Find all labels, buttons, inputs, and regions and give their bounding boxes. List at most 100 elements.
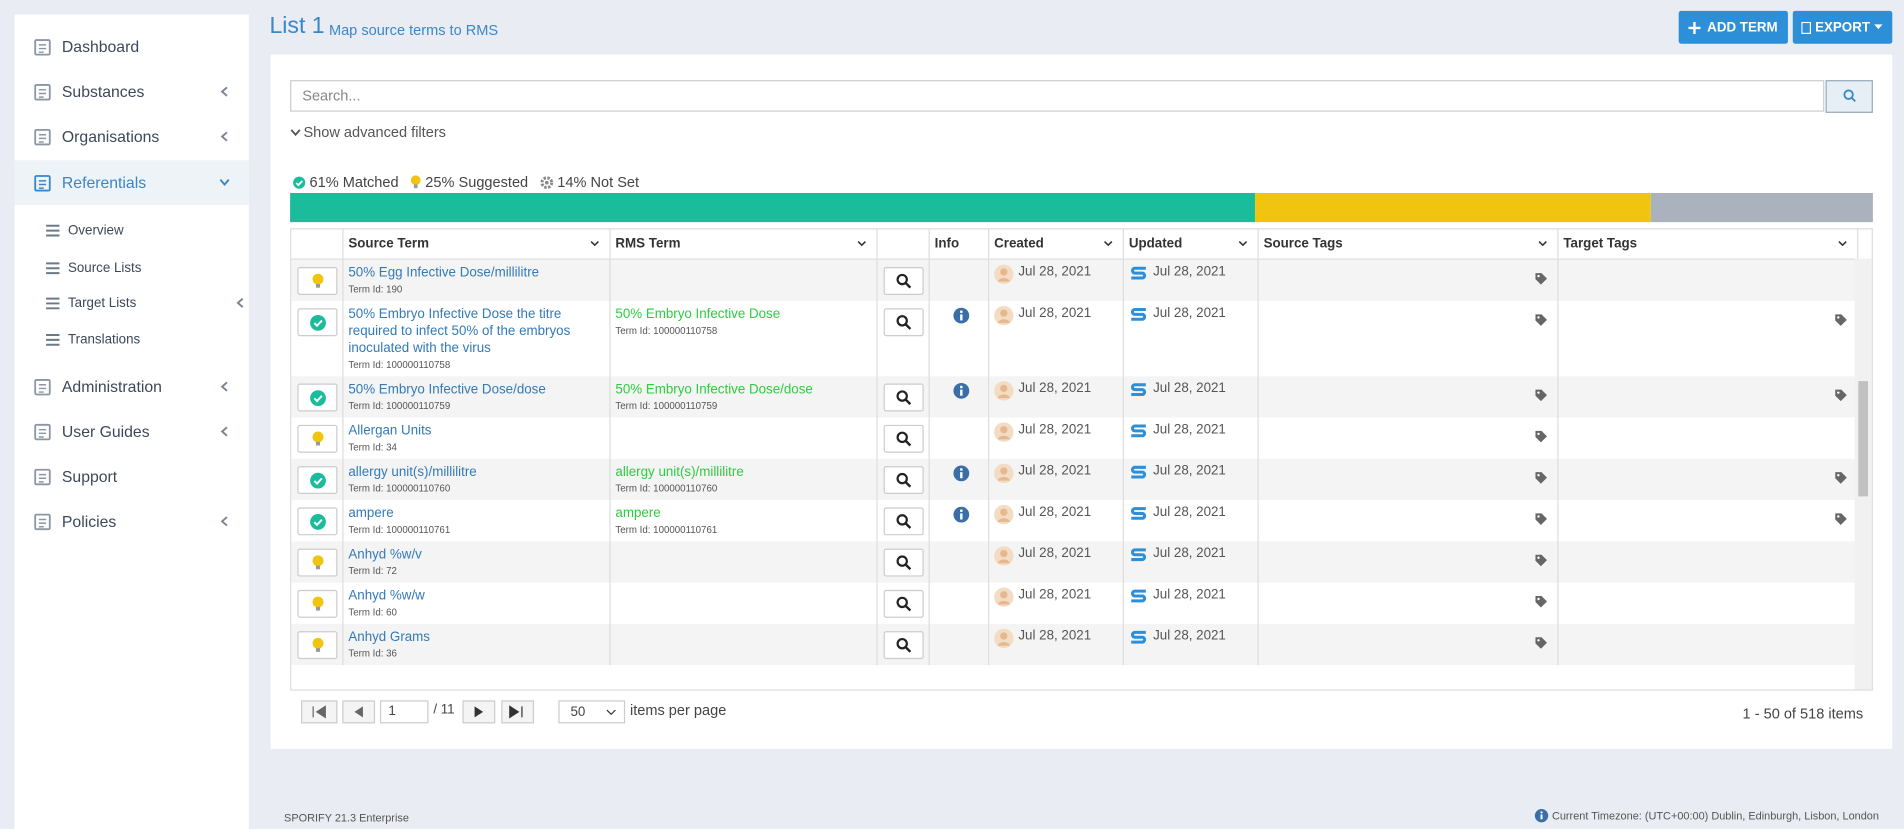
icon (896, 472, 912, 488)
status-button[interactable] (297, 590, 337, 618)
search-term-button[interactable] (884, 308, 924, 336)
page-size-select[interactable]: 50 (558, 700, 625, 723)
created-date: Jul 28, 2021 (1018, 422, 1091, 437)
source-term-cell: 50% Embryo Infective Dose/doseTerm Id: 1… (343, 376, 610, 417)
search-term-button[interactable] (884, 384, 924, 412)
nav-item[interactable]: Policies (15, 499, 249, 544)
icon (1834, 313, 1847, 326)
source-term[interactable]: Anhyd Grams (348, 629, 604, 646)
status-cell (291, 459, 343, 500)
search-button[interactable] (1826, 80, 1873, 113)
icon (994, 505, 1013, 524)
column-header[interactable]: Info (929, 229, 988, 259)
icon (1129, 629, 1148, 646)
rms-term[interactable]: 50% Embryo Infective Dose/dose (615, 381, 871, 398)
rms-term[interactable]: 50% Embryo Infective Dose (615, 306, 871, 323)
icon (1129, 381, 1148, 398)
subnav-label: Translations (68, 333, 140, 348)
add-term-button[interactable]: ADD TERM (1679, 11, 1788, 44)
source-term[interactable]: Allergan Units (348, 422, 604, 439)
source-term[interactable]: 50% Embryo Infective Dose the titre requ… (348, 306, 604, 357)
info-cell (929, 259, 988, 301)
status-button[interactable] (297, 384, 337, 412)
status-button[interactable] (297, 549, 337, 577)
column-header[interactable]: Target Tags (1558, 229, 1858, 259)
column-header[interactable]: Source Term (343, 229, 610, 259)
advanced-filters-toggle[interactable]: Show advanced filters (290, 124, 446, 141)
search-term-button[interactable] (884, 549, 924, 577)
status-cell (291, 418, 343, 459)
last-page-button[interactable] (501, 700, 534, 723)
created-date: Jul 28, 2021 (1018, 546, 1091, 561)
icon (590, 240, 600, 247)
column-header[interactable]: Updated (1123, 229, 1258, 259)
source-term[interactable]: 50% Egg Infective Dose/millilitre (348, 265, 604, 282)
column-header[interactable]: RMS Term (610, 229, 877, 259)
nav-item[interactable]: Dashboard (15, 24, 249, 69)
status-button[interactable] (297, 631, 337, 659)
nav-item[interactable]: User Guides (15, 409, 249, 454)
updated-cell: Jul 28, 2021 (1123, 301, 1258, 376)
nav-icon (33, 173, 52, 192)
search-term-button[interactable] (884, 466, 924, 494)
status-button[interactable] (297, 267, 337, 295)
status-button[interactable] (297, 425, 337, 453)
status-button[interactable] (297, 507, 337, 535)
nav-item[interactable]: Referentials (15, 160, 249, 205)
source-tags-cell (1258, 624, 1558, 665)
icon (896, 431, 912, 447)
source-term-cell: Anhyd %w/vTerm Id: 72 (343, 541, 610, 582)
status-cell (291, 541, 343, 582)
search-term-button[interactable] (884, 631, 924, 659)
status-button[interactable] (297, 466, 337, 494)
status-button[interactable] (297, 308, 337, 336)
column-header (291, 229, 343, 259)
icon (1838, 240, 1848, 247)
icon (1238, 240, 1248, 247)
export-button[interactable]: EXPORT (1793, 11, 1893, 44)
search-input[interactable]: Search... (290, 80, 1824, 112)
updated-cell: Jul 28, 2021 (1123, 259, 1258, 301)
icon (1129, 464, 1148, 481)
search-term-button[interactable] (884, 425, 924, 453)
search-term-button[interactable] (884, 267, 924, 295)
page-input[interactable]: 1 (380, 700, 429, 723)
source-term[interactable]: Anhyd %w/v (348, 546, 604, 563)
first-page-button[interactable] (301, 700, 337, 723)
nav-item[interactable]: Administration (15, 364, 249, 409)
stat-item: 25% Suggested (411, 174, 528, 191)
source-term[interactable]: 50% Embryo Infective Dose/dose (348, 381, 604, 398)
source-term-cell: Allergan UnitsTerm Id: 34 (343, 418, 610, 459)
nav-label: Policies (62, 512, 116, 530)
nav-subitem[interactable]: Overview (45, 218, 124, 242)
nav-subitem[interactable]: Target Lists (45, 291, 136, 315)
column-header (877, 229, 929, 259)
source-term[interactable]: Anhyd %w/w (348, 587, 604, 604)
progress-segment (1256, 193, 1652, 222)
nav-item[interactable]: Organisations (15, 114, 249, 159)
column-header[interactable]: Created (989, 229, 1124, 259)
created-cell: Jul 28, 2021 (989, 301, 1124, 376)
prev-page-button[interactable] (342, 700, 375, 723)
search-term-button[interactable] (884, 590, 924, 618)
next-page-button[interactable] (462, 700, 495, 723)
nav-subitem[interactable]: Translations (45, 328, 140, 352)
scrollbar[interactable] (1855, 259, 1872, 691)
search-term-button[interactable] (884, 507, 924, 535)
nav-subitem[interactable]: Source Lists (45, 256, 142, 280)
nav-item[interactable]: Support (15, 454, 249, 499)
search-cell (877, 583, 929, 624)
rms-term[interactable]: ampere (615, 505, 871, 522)
nav-item[interactable]: Substances (15, 69, 249, 114)
created-date: Jul 28, 2021 (1018, 381, 1091, 396)
source-term[interactable]: allergy unit(s)/millilitre (348, 464, 604, 481)
source-term[interactable]: ampere (348, 505, 604, 522)
column-header[interactable]: Source Tags (1258, 229, 1558, 259)
scrollbar-thumb[interactable] (1858, 381, 1868, 496)
stat-label: 61% Matched (310, 174, 399, 191)
rms-term[interactable]: allergy unit(s)/millilitre (615, 464, 871, 481)
icon (953, 465, 970, 482)
created-cell: Jul 28, 2021 (989, 624, 1124, 665)
updated-cell: Jul 28, 2021 (1123, 459, 1258, 500)
status-cell (291, 500, 343, 541)
